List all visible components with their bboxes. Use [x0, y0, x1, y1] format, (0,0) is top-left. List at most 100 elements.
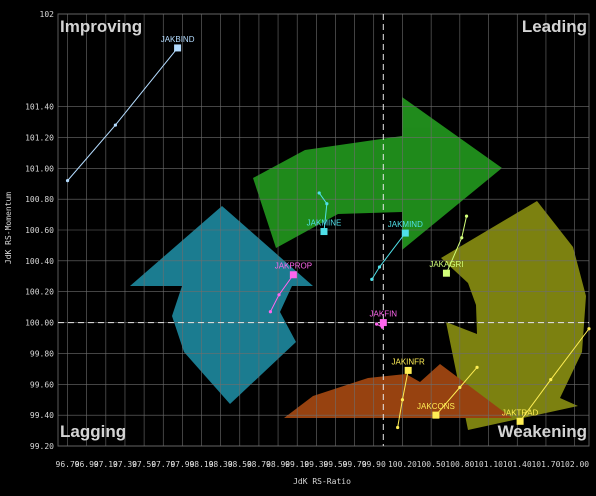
series-point	[460, 236, 464, 240]
series-point	[400, 398, 405, 402]
series-jaktrad: JAKTRAD	[502, 327, 591, 425]
series-head-marker	[379, 319, 387, 327]
quadrant-weakening-label: Weakening	[498, 422, 587, 441]
x-tick-label: 97.30	[113, 460, 137, 469]
series-jakfin: JAKFIN	[370, 310, 398, 329]
x-axis-ticks: 96.7096.9097.1097.3097.5097.7097.9098.10…	[56, 460, 590, 469]
series-point	[464, 214, 469, 218]
series-point	[325, 202, 329, 206]
series-point	[370, 277, 374, 281]
green-arrow	[253, 97, 502, 250]
series-head-marker	[516, 417, 524, 425]
x-tick-label: 99.10	[285, 460, 309, 469]
series-head-marker	[174, 44, 182, 52]
series-point	[380, 325, 384, 329]
series-label: JAKINFR	[392, 357, 426, 366]
x-tick-label: 100.80	[445, 460, 474, 469]
quadrant-improving-label: Improving	[60, 17, 142, 36]
quadrant-leading-label: Leading	[522, 17, 587, 36]
series-head-marker	[401, 229, 409, 237]
x-tick-label: 97.50	[132, 460, 156, 469]
y-axis-ticks: 102 101.40 101.20 101.00 100.80 100.60 100.40 1…	[25, 10, 54, 451]
series-point	[375, 322, 379, 326]
series-point	[475, 365, 479, 369]
x-tick-label: 100.20	[388, 460, 417, 469]
y-tick-label: 100.80	[25, 195, 54, 204]
series-label: JAKBIND	[161, 35, 195, 44]
series-point	[458, 385, 462, 389]
y-tick-label: 102	[40, 10, 55, 19]
x-tick-label: 98.10	[189, 460, 213, 469]
x-tick-label: 98.90	[266, 460, 290, 469]
series-jakprop: JAKPROP	[268, 262, 312, 314]
x-tick-label: 97.90	[170, 460, 194, 469]
x-tick-label: 97.70	[151, 460, 175, 469]
x-tick-label: 97.10	[94, 460, 118, 469]
x-tick-label: 101.70	[531, 460, 560, 469]
reference-lines	[58, 14, 589, 446]
series-label: JAKMINE	[307, 219, 342, 228]
x-tick-label: 99.70	[343, 460, 367, 469]
x-tick-label: 99.50	[323, 460, 347, 469]
olive-arrow	[441, 201, 586, 430]
rotation-arrows	[130, 97, 586, 430]
x-axis-label: JdK RS-Ratio	[293, 477, 351, 486]
x-tick-label: 99.90	[362, 460, 386, 469]
series-point	[268, 310, 272, 314]
series-jakinfr: JAKINFR	[392, 357, 426, 430]
y-tick-label: 101.00	[25, 164, 54, 173]
series-label: JAKAGRI	[429, 260, 463, 269]
series-label: JAKMIND	[388, 220, 423, 229]
series-point	[377, 265, 382, 269]
series-label: JAKCONS	[417, 402, 455, 411]
x-tick-label: 96.90	[75, 460, 99, 469]
y-tick-label: 99.40	[30, 411, 54, 420]
series-point	[317, 191, 321, 195]
series-label: JAKPROP	[275, 262, 312, 271]
teal-arrow	[130, 206, 313, 404]
series-head-marker	[289, 271, 297, 279]
y-tick-label: 99.20	[30, 442, 54, 451]
x-tick-label: 101.40	[503, 460, 532, 469]
series-head-marker	[442, 269, 450, 277]
series-head-marker	[320, 228, 328, 236]
y-tick-label: 101.20	[25, 133, 54, 142]
y-tick-label: 100.00	[25, 319, 54, 328]
series-jakbind: JAKBIND	[65, 35, 195, 183]
series-label: JAKTRAD	[502, 408, 539, 417]
x-tick-label: 100.50	[417, 460, 446, 469]
series-point	[113, 123, 118, 127]
series-head-marker	[404, 366, 412, 374]
series-point	[277, 293, 281, 297]
series-jakagri: JAKAGRI	[429, 214, 469, 277]
grid-lines	[58, 13, 589, 447]
series-point	[587, 327, 591, 331]
series-point	[396, 425, 400, 430]
series-layer: JAKBIND JAKMINE JAKMIND JAKAGRI JAKPROP JAKFI…	[65, 35, 591, 430]
series-jakmine: JAKMINE	[307, 191, 342, 236]
x-tick-label: 98.70	[247, 460, 271, 469]
y-axis-label: JdK RS-Momentum	[4, 192, 13, 264]
y-tick-label: 99.60	[30, 380, 54, 389]
series-jakmind: JAKMIND	[370, 220, 423, 281]
y-tick-label: 100.20	[25, 288, 54, 297]
y-tick-label: 101.40	[25, 103, 54, 112]
orange-arrow	[284, 364, 512, 418]
x-tick-label: 98.50	[228, 460, 252, 469]
x-tick-label: 98.30	[209, 460, 233, 469]
y-tick-label: 100.40	[25, 257, 54, 266]
x-tick-label: 96.70	[56, 460, 80, 469]
y-tick-label: 99.80	[30, 349, 54, 358]
series-point	[549, 378, 553, 382]
x-tick-label: 101.10	[474, 460, 503, 469]
x-tick-label: 102.00	[560, 460, 589, 469]
series-label: JAKFIN	[370, 310, 398, 319]
series-jakcons: JAKCONS	[417, 365, 479, 419]
series-point	[65, 179, 70, 183]
x-tick-label: 99.30	[304, 460, 328, 469]
y-tick-label: 100.60	[25, 226, 54, 235]
series-head-marker	[432, 411, 440, 419]
quadrant-lagging-label: Lagging	[60, 422, 126, 441]
